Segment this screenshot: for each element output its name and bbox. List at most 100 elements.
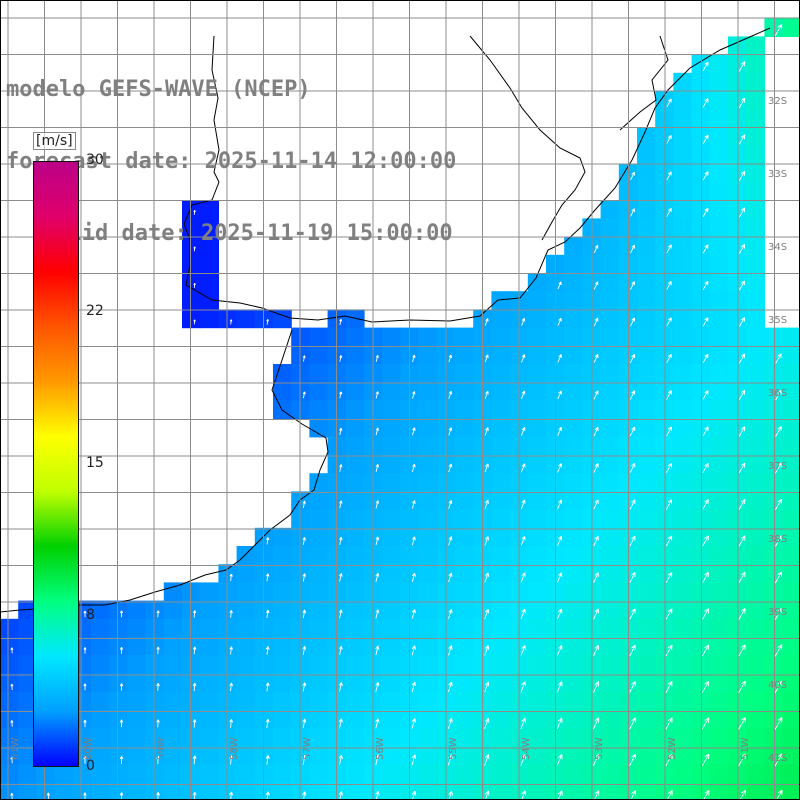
wind-cell <box>291 491 310 511</box>
wind-cell <box>127 728 147 747</box>
wind-arrow <box>338 609 343 619</box>
wind-cell <box>600 436 620 456</box>
wind-cell <box>254 746 274 765</box>
wind-cell <box>18 728 37 747</box>
wind-arrow <box>193 282 196 288</box>
wind-cell <box>200 200 219 219</box>
wind-arrow <box>375 754 380 766</box>
wind-cell <box>746 546 765 565</box>
colorbar <box>33 161 79 767</box>
wind-arrow <box>520 645 526 656</box>
wind-cell <box>673 327 693 347</box>
wind-cell <box>163 655 183 674</box>
wind-arrow <box>484 572 490 583</box>
wind-cell <box>637 236 656 256</box>
wind-cell <box>728 273 747 292</box>
wind-cell <box>564 582 583 602</box>
wind-arrow <box>375 609 380 619</box>
wind-cell <box>764 436 784 456</box>
wind-cell <box>418 728 438 747</box>
wind-cell <box>491 746 511 765</box>
wind-cell <box>746 673 765 693</box>
latitude-label: 33S <box>768 169 787 180</box>
wind-cell <box>345 764 365 784</box>
wind-cell <box>382 655 401 674</box>
wind-cell <box>291 637 310 656</box>
wind-cell <box>72 782 92 800</box>
wind-arrow <box>702 280 709 291</box>
wind-cell <box>673 782 693 800</box>
wind-cell <box>746 455 765 474</box>
wind-cell <box>200 218 219 238</box>
wind-arrow <box>593 426 599 437</box>
wind-arrow <box>411 463 416 473</box>
wind-arrow <box>738 61 746 72</box>
wind-cell <box>600 673 620 693</box>
wind-cell <box>746 218 765 238</box>
wind-cell <box>564 764 583 784</box>
wind-cell <box>127 637 147 656</box>
wind-cell <box>455 673 474 693</box>
wind-cell <box>218 637 238 656</box>
wind-cell <box>728 345 747 365</box>
wind-cell <box>564 564 583 583</box>
wind-arrow <box>448 427 453 436</box>
wind-cell <box>728 254 747 274</box>
wind-cell <box>637 746 656 765</box>
wind-arrow <box>412 354 416 363</box>
wind-arrow <box>375 391 379 399</box>
wind-cell <box>637 655 656 674</box>
wind-cell <box>637 509 656 529</box>
wind-cell <box>491 327 511 347</box>
wind-cell <box>145 782 165 800</box>
wind-cell <box>236 582 256 602</box>
wind-cell <box>746 36 765 56</box>
wind-arrow <box>701 753 710 767</box>
wind-cell <box>182 618 201 638</box>
wind-cell <box>291 564 310 583</box>
wind-cell <box>600 218 620 238</box>
wind-cell <box>36 764 56 784</box>
wind-cell <box>455 709 474 729</box>
wind-cell <box>291 709 310 729</box>
wind-cell <box>145 728 165 747</box>
wind-arrow <box>629 572 636 583</box>
wind-arrow <box>666 98 672 108</box>
wind-arrow <box>10 756 14 764</box>
wind-cell <box>382 400 401 420</box>
wind-cell <box>345 491 365 511</box>
wind-arrow <box>630 281 635 290</box>
wind-arrow <box>629 426 636 437</box>
wind-cell <box>782 764 800 784</box>
wind-cell <box>163 582 183 602</box>
wind-cell <box>673 109 693 128</box>
wind-arrow <box>411 536 416 546</box>
wind-cell <box>254 691 274 711</box>
wind-cell <box>491 546 511 565</box>
wind-cell <box>91 618 110 638</box>
wind-cell <box>345 728 365 747</box>
wind-cell <box>746 254 765 274</box>
wind-cell <box>764 473 784 492</box>
wind-cell <box>764 400 784 420</box>
wind-cell <box>163 728 183 747</box>
wind-cell <box>564 782 583 800</box>
wind-cell <box>236 673 256 693</box>
wind-arrow <box>10 611 14 617</box>
wind-cell <box>182 728 201 747</box>
wind-cell <box>291 655 310 674</box>
wind-cell <box>709 436 729 456</box>
wind-cell <box>527 491 547 511</box>
wind-cell <box>746 309 765 329</box>
wind-cell <box>728 109 747 128</box>
wind-arrow <box>521 790 527 800</box>
wind-cell <box>746 127 765 147</box>
wind-cell <box>673 618 693 638</box>
wind-cell <box>236 309 256 329</box>
wind-arrow <box>774 24 783 36</box>
wind-cell <box>764 618 784 638</box>
wind-cell <box>709 72 729 92</box>
wind-cell <box>254 782 274 800</box>
wind-arrow <box>774 607 783 620</box>
wind-cell <box>728 728 747 747</box>
